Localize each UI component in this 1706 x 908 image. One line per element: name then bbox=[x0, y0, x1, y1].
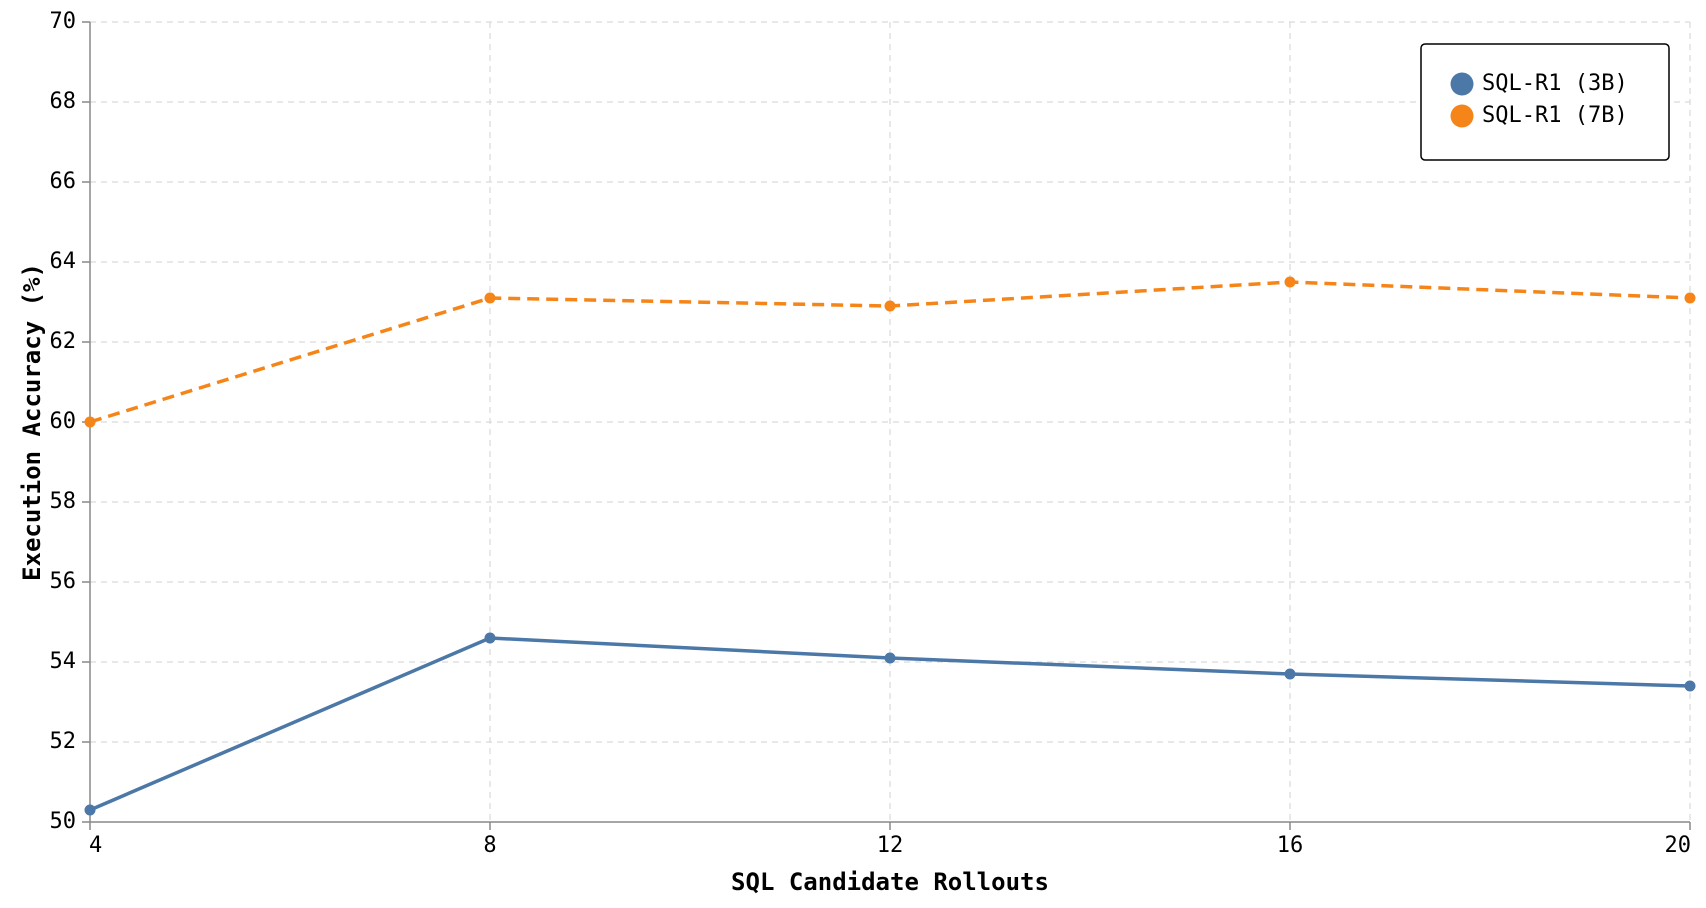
data-point bbox=[484, 292, 496, 304]
y-tick-label: 68 bbox=[50, 89, 77, 114]
data-point bbox=[84, 804, 96, 816]
legend-marker bbox=[1450, 104, 1474, 128]
legend-box bbox=[1420, 43, 1670, 161]
axes: 50 52 54 56 58 60 62 64 66 68 70 4 8 12 16 20 bbox=[50, 9, 1692, 858]
series-2 bbox=[84, 276, 1696, 428]
x-axis-title: SQL Candidate Rollouts bbox=[731, 868, 1049, 896]
data-point bbox=[884, 652, 896, 664]
legend-entry: SQL-R1 (3B) bbox=[1450, 71, 1628, 96]
x-tick-label: 8 bbox=[483, 833, 496, 858]
x-tick-label: 12 bbox=[877, 833, 904, 858]
legend-marker bbox=[1450, 72, 1474, 96]
data-point bbox=[1284, 668, 1296, 680]
legend-entry: SQL-R1 (7B) bbox=[1450, 103, 1628, 128]
y-tick-label: 70 bbox=[50, 9, 77, 34]
data-point bbox=[1284, 276, 1296, 288]
legend-label: SQL-R1 (7B) bbox=[1482, 103, 1628, 128]
y-axis-title: Execution Accuracy (%) bbox=[18, 263, 46, 581]
data-point bbox=[1684, 292, 1696, 304]
x-tick-label: 20 bbox=[1665, 833, 1692, 858]
y-tick-label: 56 bbox=[50, 569, 77, 594]
data-point bbox=[1684, 680, 1696, 692]
y-tick-label: 60 bbox=[50, 409, 77, 434]
y-tick-label: 58 bbox=[50, 489, 77, 514]
x-tick-label: 4 bbox=[89, 833, 102, 858]
y-tick-label: 66 bbox=[50, 169, 77, 194]
data-point bbox=[484, 632, 496, 644]
y-tick-label: 64 bbox=[50, 249, 77, 274]
data-point bbox=[84, 416, 96, 428]
data-point bbox=[884, 300, 896, 312]
legend-label: SQL-R1 (3B) bbox=[1482, 71, 1628, 96]
y-tick-label: 50 bbox=[50, 809, 77, 834]
data-series bbox=[84, 276, 1696, 816]
y-tick-label: 54 bbox=[50, 649, 77, 674]
y-tick-label: 52 bbox=[50, 729, 77, 754]
grid-lines bbox=[90, 21, 1691, 822]
series-1 bbox=[84, 632, 1696, 816]
x-tick-label: 16 bbox=[1277, 833, 1304, 858]
legend: SQL-R1 (3B) SQL-R1 (7B) bbox=[1420, 43, 1670, 161]
y-tick-label: 62 bbox=[50, 329, 77, 354]
